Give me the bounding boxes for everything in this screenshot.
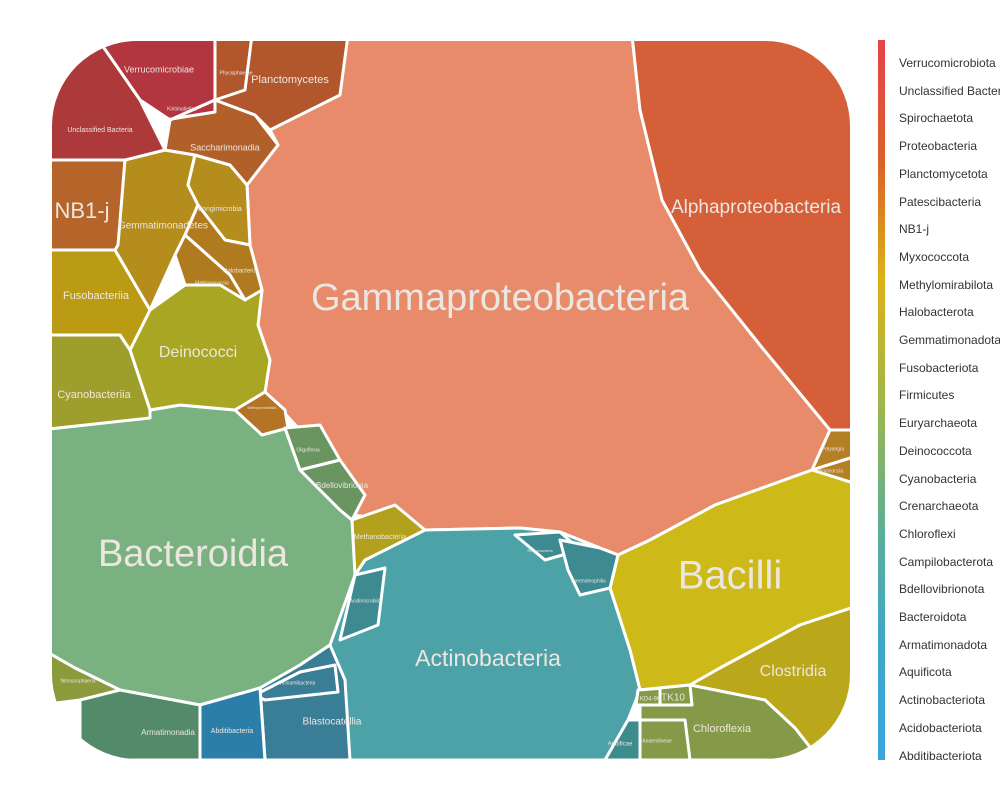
legend-entry-methylomirabilota: Methylomirabilota <box>899 277 994 292</box>
treemap-label-myxococcia: Myxococcia <box>817 468 843 474</box>
legend-entry-chloroflexi: Chloroflexi <box>899 526 956 541</box>
treemap-cell-thermoleophilia <box>558 538 620 597</box>
treemap-label-gammaproteobacteria: Gammaproteobacteria <box>311 277 690 319</box>
treemap-label-clostridia: Clostridia <box>760 663 827 680</box>
legend-entry-aquificota: Aquificota <box>899 665 952 680</box>
legend-entry-verrucomicrobiota: Verrucomicrobiota <box>899 56 996 70</box>
treemap-label-gemmatimonadetes: Gemmatimonadetes <box>118 221 208 232</box>
treemap-cell-tk10 <box>658 683 694 707</box>
legend-entry-deinococcota: Deinococcota <box>899 443 972 458</box>
treemap-label-methanobacteria: Methanobacteria <box>354 534 406 541</box>
legend-entry-myxococcota: Myxococcota <box>899 249 970 264</box>
treemap-cell-aquificae <box>603 718 642 759</box>
treemap-label-blastocatellia: Blastocatellia <box>303 717 362 728</box>
treemap-label-armatimonadia: Armatimonadia <box>141 728 195 737</box>
treemap-cell-methanococcia <box>173 233 247 302</box>
treemap-cell-armatimonadia <box>78 688 202 759</box>
treemap-cell-alphaproteobacteria <box>630 41 850 432</box>
legend-entry-bacteroidota: Bacteroidota <box>899 610 967 624</box>
treemap-cell-methanobacteria <box>350 503 427 577</box>
treemap-label-vicinamibacteria: Vicinamibacteria <box>279 680 316 686</box>
legend-entry-halobacterota: Halobacterota <box>899 305 974 320</box>
treemap-cell-kiritimatiellae <box>138 98 217 122</box>
treemap-label-rubrobacteria: Rubrobacteria <box>527 548 553 553</box>
treemap-label-halobacteria: Halobacteria <box>223 269 257 275</box>
treemap-cell-methylomirabilia <box>233 390 290 437</box>
legend-entry-actinobacteriota: Actinobacteriota <box>899 693 986 708</box>
treemap-label-verrucomicrobiae: Verrucomicrobiae <box>124 64 194 74</box>
treemap-label-anaerolineae: Anaerolineae <box>642 738 672 744</box>
treemap-label-kd4-96: KD4-96 <box>640 697 661 703</box>
legend-entry-abditibacteriota: Abditibacteriota <box>899 748 982 761</box>
treemap-label-deinococci: Deinococci <box>159 344 237 361</box>
treemap-label-nitrososphaeria: Nitrososphaeria <box>60 678 95 684</box>
treemap-label-saccharimonadia: Saccharimonadia <box>190 142 260 152</box>
legend-entry-cyanobacteria: Cyanobacteria <box>899 471 977 486</box>
legend-entry-armatimonadota: Armatimonadota <box>899 637 988 652</box>
treemap-cell-nitrososphaeria <box>52 646 122 707</box>
legend-entry-fusobacteriota: Fusobacteriota <box>899 360 979 375</box>
treemap-label-cyanobacteriia: Cyanobacteriia <box>57 389 131 401</box>
treemap-label-alphaproteobacteria: Alphaproteobacteria <box>671 197 841 218</box>
legend-entry-acidobacteriota: Acidobacteriota <box>899 720 982 735</box>
treemap-label-bdellovibrionia: Bdellovibrionia <box>316 481 369 490</box>
treemap-label-methanococcia: Methanococcia <box>195 280 229 286</box>
legend-color-bar <box>878 40 885 760</box>
legend-entry-campilobacterota: Campilobacterota <box>899 554 994 569</box>
treemap-label-polyangia: Polyangia <box>822 446 844 452</box>
legend-entry-gemmatimonadota: Gemmatimonadota <box>899 333 1000 347</box>
legend-entry-unclassified-bacteria: Unclassified Bacteria <box>899 83 1000 98</box>
phylum-legend: Verrucomicrobiota Unclassified Bacteria Sp… <box>878 40 1000 760</box>
legend-entry-spirochaetota: Spirochaetota <box>899 111 974 126</box>
treemap-label-kiritimatiellae: Kiritimatiellae <box>167 106 197 112</box>
treemap-label-unclassified-bacteria: Unclassified Bacteria <box>67 127 132 134</box>
treemap-label-phycisphaerae: Phycisphaerae <box>219 70 252 76</box>
treemap-label-fusobacteriia: Fusobacteriia <box>63 290 130 302</box>
treemap-label-nb1-j: NB1-j <box>54 198 109 223</box>
treemap-cell-bdellovibrionia <box>298 458 367 522</box>
treemap-label-longimicrobia: Longimicrobia <box>198 206 242 213</box>
treemap-label-oligoflexia: Oligoflexia <box>296 447 320 453</box>
treemap-cells: Gammaproteobacteria Alphaproteobacteria Ba… <box>52 41 850 759</box>
treemap-label-chloroflexia: Chloroflexia <box>693 723 752 735</box>
treemap-label-actinobacteria: Actinobacteria <box>415 645 561 671</box>
treemap-label-aquificae: Aquificae <box>608 742 633 748</box>
treemap-label-planctomycetes: Planctomycetes <box>251 74 329 86</box>
treemap-label-bacilli: Bacilli <box>678 554 782 598</box>
legend-entry-crenarchaeota: Crenarchaeota <box>899 499 979 514</box>
legend-entry-patescibacteria: Patescibacteria <box>899 194 982 209</box>
treemap-cell-acidimicrobiia <box>338 566 387 642</box>
treemap-label-thermoleophilia: Thermoleophilia <box>570 578 606 584</box>
treemap-label-tk10: TK10 <box>661 693 685 704</box>
treemap-label-methylomirabilia: Methylomirabilia <box>248 405 278 410</box>
legend-entry-bdellovibrionota: Bdellovibrionota <box>899 582 985 597</box>
legend-entry-planctomycetota: Planctomycetota <box>899 166 988 181</box>
treemap-cell-myxococcia <box>810 453 850 487</box>
legend-entry-euryarchaeota: Euryarchaeota <box>899 416 978 431</box>
treemap-label-acidimicrobiia: Acidimicrobiia <box>350 598 381 604</box>
treemap-label-bacteroidia: Bacteroidia <box>98 533 289 575</box>
legend-entry-firmicutes: Firmicutes <box>899 388 955 403</box>
treemap-label-abditibacteria: Abditibacteria <box>211 728 254 735</box>
treemap-cell-vicinamibacteria <box>253 663 340 702</box>
treemap-cell-phycisphaerae <box>213 41 254 102</box>
legend-entry-nb1-j: NB1-j <box>899 222 930 237</box>
legend-entry-proteobacteria: Proteobacteria <box>899 139 978 154</box>
